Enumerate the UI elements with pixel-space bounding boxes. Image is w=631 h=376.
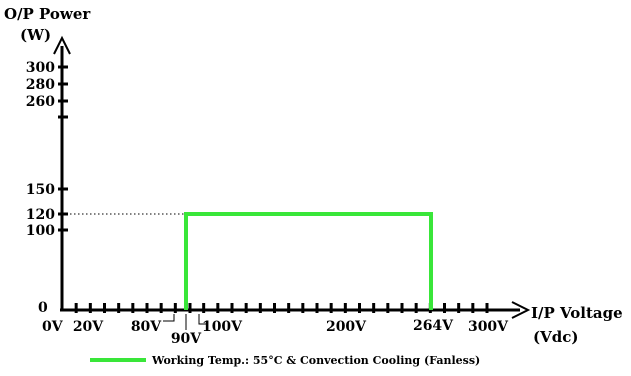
legend-label: Working Temp.: 55°C & Convection Cooling… bbox=[151, 354, 480, 367]
x-axis-arrowhead bbox=[511, 301, 531, 319]
x-tick-label: 80V bbox=[131, 319, 162, 335]
y-tick-label: 150 bbox=[26, 182, 55, 198]
y-tick-label: 300 bbox=[26, 60, 55, 76]
y-tick-label: 260 bbox=[26, 94, 55, 110]
x-axis-title-line2: (Vdc) bbox=[533, 328, 578, 346]
x-tick-label: 20V bbox=[73, 319, 104, 335]
y-tick-label: 100 bbox=[26, 223, 55, 239]
series-line bbox=[184, 212, 433, 310]
x-tick-label: 90V bbox=[171, 331, 202, 347]
y-axis-title-line1: O/P Power bbox=[4, 5, 91, 23]
y-axis-title-line2: (W) bbox=[20, 26, 51, 44]
y-tick-label: 120 bbox=[26, 207, 55, 223]
x-tick-label: 200V bbox=[326, 319, 367, 335]
leader-80v bbox=[163, 314, 175, 322]
leader-100v bbox=[198, 314, 206, 325]
y-origin-label: 0 bbox=[38, 300, 48, 316]
y-tick-label: 280 bbox=[26, 77, 55, 93]
x-axis-title-line1: I/P Voltage bbox=[531, 304, 623, 322]
x-tick-label: 264V bbox=[413, 318, 454, 334]
x-tick-label: 300V bbox=[468, 319, 509, 335]
y-axis-arrowhead bbox=[53, 35, 71, 55]
x-tick-label: 100V bbox=[202, 319, 243, 335]
x-origin-label: 0V bbox=[42, 319, 64, 335]
